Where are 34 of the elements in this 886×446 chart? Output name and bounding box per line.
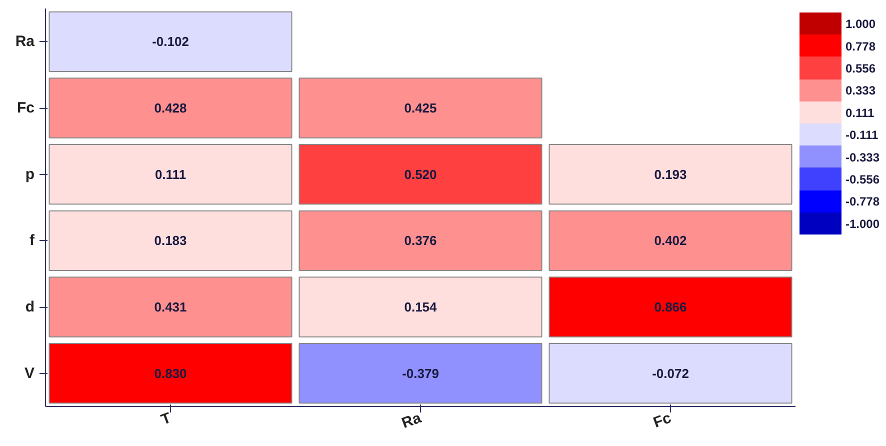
data-label: 0.183 (154, 233, 187, 248)
data-label: 0.428 (154, 100, 187, 116)
data-label: -0.072 (652, 366, 689, 381)
color-bar-label: -1.000 (846, 216, 880, 231)
color-bar-label: 1.000 (846, 17, 876, 32)
y-tick-label: V (24, 364, 35, 382)
data-label: 0.402 (654, 233, 687, 248)
data-label: 0.193 (654, 166, 687, 182)
color-bar-label: 0.778 (846, 39, 876, 54)
data-label: 0.111 (154, 166, 186, 182)
x-tick-label: T (158, 410, 174, 429)
y-tick-label: Fc (16, 100, 35, 116)
data-label: 0.866 (654, 300, 687, 314)
color-bar-label: 0.556 (846, 61, 876, 76)
color-bar-label: 0.333 (846, 84, 876, 98)
x-tick-label: Fc (651, 410, 674, 432)
data-label: 0.830 (154, 366, 187, 381)
y-tick-label: d (25, 298, 35, 316)
color-bar-label: -0.556 (846, 172, 880, 187)
color-bar-label: -0.111 (846, 128, 879, 142)
data-label: -0.102 (152, 34, 189, 50)
data-label: 0.425 (404, 100, 437, 116)
y-tick-label: f (30, 232, 36, 250)
data-label: 0.154 (404, 300, 438, 314)
y-tick-label: p (25, 166, 35, 183)
data-label: 0.520 (404, 166, 437, 182)
color-bar-label: 0.111 (846, 106, 875, 120)
x-tick-label: Ra (400, 409, 424, 432)
data-label: 0.431 (154, 300, 187, 314)
data-label: 0.376 (404, 233, 437, 248)
data-label: -0.379 (402, 366, 439, 381)
y-tick-label: Ra (15, 33, 36, 50)
color-bar-label: -0.333 (846, 150, 880, 164)
color-bar-label: -0.778 (846, 194, 880, 209)
